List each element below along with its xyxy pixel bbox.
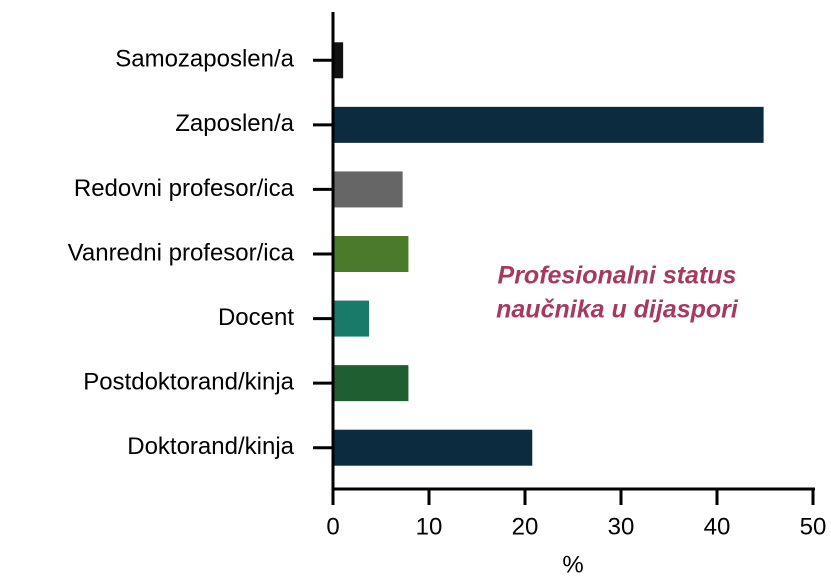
x-tick-label: 20 (512, 513, 539, 540)
y-tick-label: Docent (218, 304, 294, 331)
y-tick-label: Vanredni profesor/ica (68, 239, 295, 266)
x-tick-label: 40 (704, 513, 731, 540)
y-tick-label: Zaposlen/a (175, 110, 294, 137)
bar (334, 171, 403, 208)
y-tick-label: Postdoktorand/kinja (83, 368, 294, 395)
x-tick-label: 0 (326, 513, 339, 540)
bar (334, 300, 370, 337)
bar (334, 106, 764, 143)
x-axis-label: % (562, 551, 583, 578)
bar (334, 365, 409, 402)
x-tick-label: 30 (608, 513, 635, 540)
y-tick-label: Samozaposlen/a (115, 46, 294, 73)
bar (334, 236, 409, 272)
x-tick-label: 50 (800, 513, 827, 540)
y-tick-label: Doktorand/kinja (127, 433, 294, 460)
annotation: naučnika u dijaspori (496, 296, 739, 324)
annotation: Profesionalni status (498, 262, 737, 290)
bar (334, 42, 344, 79)
x-tick-label: 10 (416, 513, 443, 540)
y-tick-label: Redovni profesor/ica (74, 175, 295, 202)
bar (334, 429, 533, 466)
